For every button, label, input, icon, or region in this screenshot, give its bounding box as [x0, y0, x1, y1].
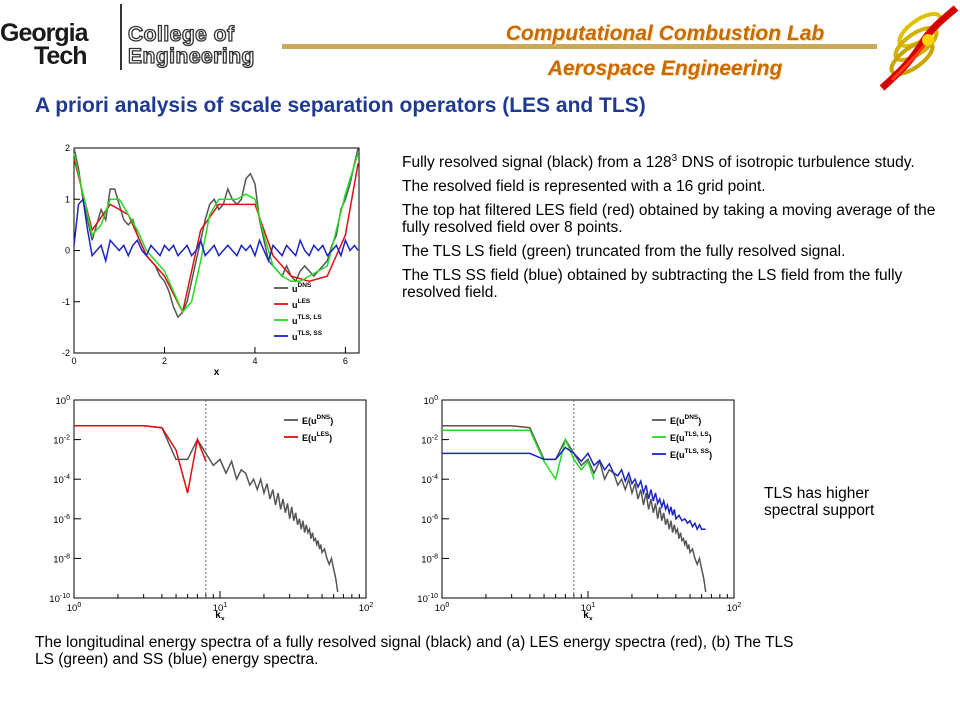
logo-line-2: Tech: [34, 42, 88, 70]
bullet-text-cont: DNS of isotropic turbulence study.: [677, 154, 915, 172]
bullet-item: The TLS SS field (blue) obtained by subt…: [402, 267, 942, 301]
series-line: [73, 147, 359, 319]
bullet-item: The top hat filtered LES field (red) obt…: [402, 202, 942, 236]
y-tick-label: 100: [56, 395, 71, 407]
logo-divider: [120, 4, 122, 70]
y-tick-label: 10-4: [53, 474, 70, 486]
slide-title: A priori analysis of scale separation op…: [35, 94, 646, 117]
figure-caption: The longitudinal energy spectra of a ful…: [35, 634, 794, 668]
logo-coe-line-2: Engineering: [127, 45, 255, 68]
college-of-engineering-logo: College of Engineering: [127, 23, 255, 68]
department-name: Aerospace Engineering: [547, 57, 783, 80]
x-tick-label: 2: [162, 356, 167, 366]
logo-line-1: Georgia: [0, 19, 88, 47]
x-axis-label: x: [214, 367, 220, 378]
bullet-text: The TLS SS field (blue) obtained by subt…: [402, 267, 903, 302]
series-line: [73, 158, 359, 315]
y-tick-label: 2: [65, 143, 70, 153]
y-tick-label: 10-8: [421, 553, 438, 565]
y-tick-label: 100: [424, 395, 439, 407]
legend-label: uLES: [292, 298, 311, 310]
bullet-item: Fully resolved signal (black) from a 128…: [402, 150, 942, 171]
bullet-item: The resolved field is represented with a…: [402, 178, 942, 195]
y-tick-label: 10-6: [421, 514, 438, 526]
y-tick-label: 10-6: [53, 514, 70, 526]
y-tick-label: 0: [65, 246, 70, 256]
x-tick-label: 100: [67, 602, 82, 614]
bullet-text: The top hat filtered LES field (red) obt…: [402, 202, 936, 237]
y-tick-label: 10-10: [417, 593, 438, 605]
bullet-superscript: 3: [671, 153, 678, 164]
x-tick-label: 101: [213, 602, 228, 614]
plot-frame: [73, 399, 367, 599]
lab-name: Computational Combustion Lab: [505, 22, 825, 45]
legend-label: E(uDNS): [670, 414, 701, 426]
bullet-list: Fully resolved signal (black) from a 128…: [402, 150, 942, 308]
side-note: TLS has higher spectral support: [764, 485, 875, 519]
x-tick-label: 102: [727, 602, 742, 614]
y-tick-label: 10-2: [421, 435, 438, 447]
series-line: [442, 429, 595, 482]
series-line: [73, 197, 359, 264]
legend-label: E(uDNS): [302, 414, 333, 426]
flame-graphic: [879, 5, 959, 91]
y-tick-label: -1: [62, 297, 70, 307]
x-axis-label: kx: [583, 610, 593, 620]
legend-label: uTLS, LS: [292, 314, 322, 326]
header-rule: [282, 44, 877, 49]
series-line: [442, 425, 707, 593]
legend-label: E(uTLS, LS): [670, 431, 712, 443]
georgia-tech-logo: Georgia Tech: [0, 19, 88, 70]
logo-coe-line-1: College of: [127, 23, 235, 46]
y-tick-label: 10-8: [53, 553, 70, 565]
bullet-text: The TLS LS field (green) truncated from …: [402, 243, 846, 261]
legend-label: uTLS, SS: [292, 330, 323, 342]
x-tick-label: 0: [71, 356, 76, 366]
y-tick-label: 10-10: [49, 593, 70, 605]
series-line: [442, 446, 706, 532]
legend-label: E(uLES): [302, 431, 332, 443]
bullet-text: Fully resolved signal (black) from a 128: [402, 154, 672, 172]
x-axis-label: kx: [215, 610, 225, 620]
x-tick-label: 4: [252, 356, 257, 366]
signal-plot: -2 -1 0 1 2 0 2 4 6 x uDNS uLES uTLS, LS uTLS, SS: [62, 143, 360, 378]
x-tick-label: 102: [359, 602, 374, 614]
y-tick-label: -2: [62, 348, 70, 358]
legend-label: uDNS: [292, 282, 312, 294]
y-tick-label: 10-2: [53, 435, 70, 447]
legend-label: E(uTLS, SS): [670, 448, 712, 460]
x-tick-label: 100: [435, 602, 450, 614]
series-line: [73, 152, 359, 314]
y-tick-label: 10-4: [421, 474, 438, 486]
series-line: [74, 425, 207, 494]
bullet-text: The resolved field is represented with a…: [402, 178, 766, 196]
y-tick-label: 1: [65, 194, 70, 204]
x-tick-label: 101: [581, 602, 596, 614]
x-tick-label: 6: [343, 356, 348, 366]
bullet-item: The TLS LS field (green) truncated from …: [402, 243, 942, 260]
series-line: [74, 425, 339, 593]
